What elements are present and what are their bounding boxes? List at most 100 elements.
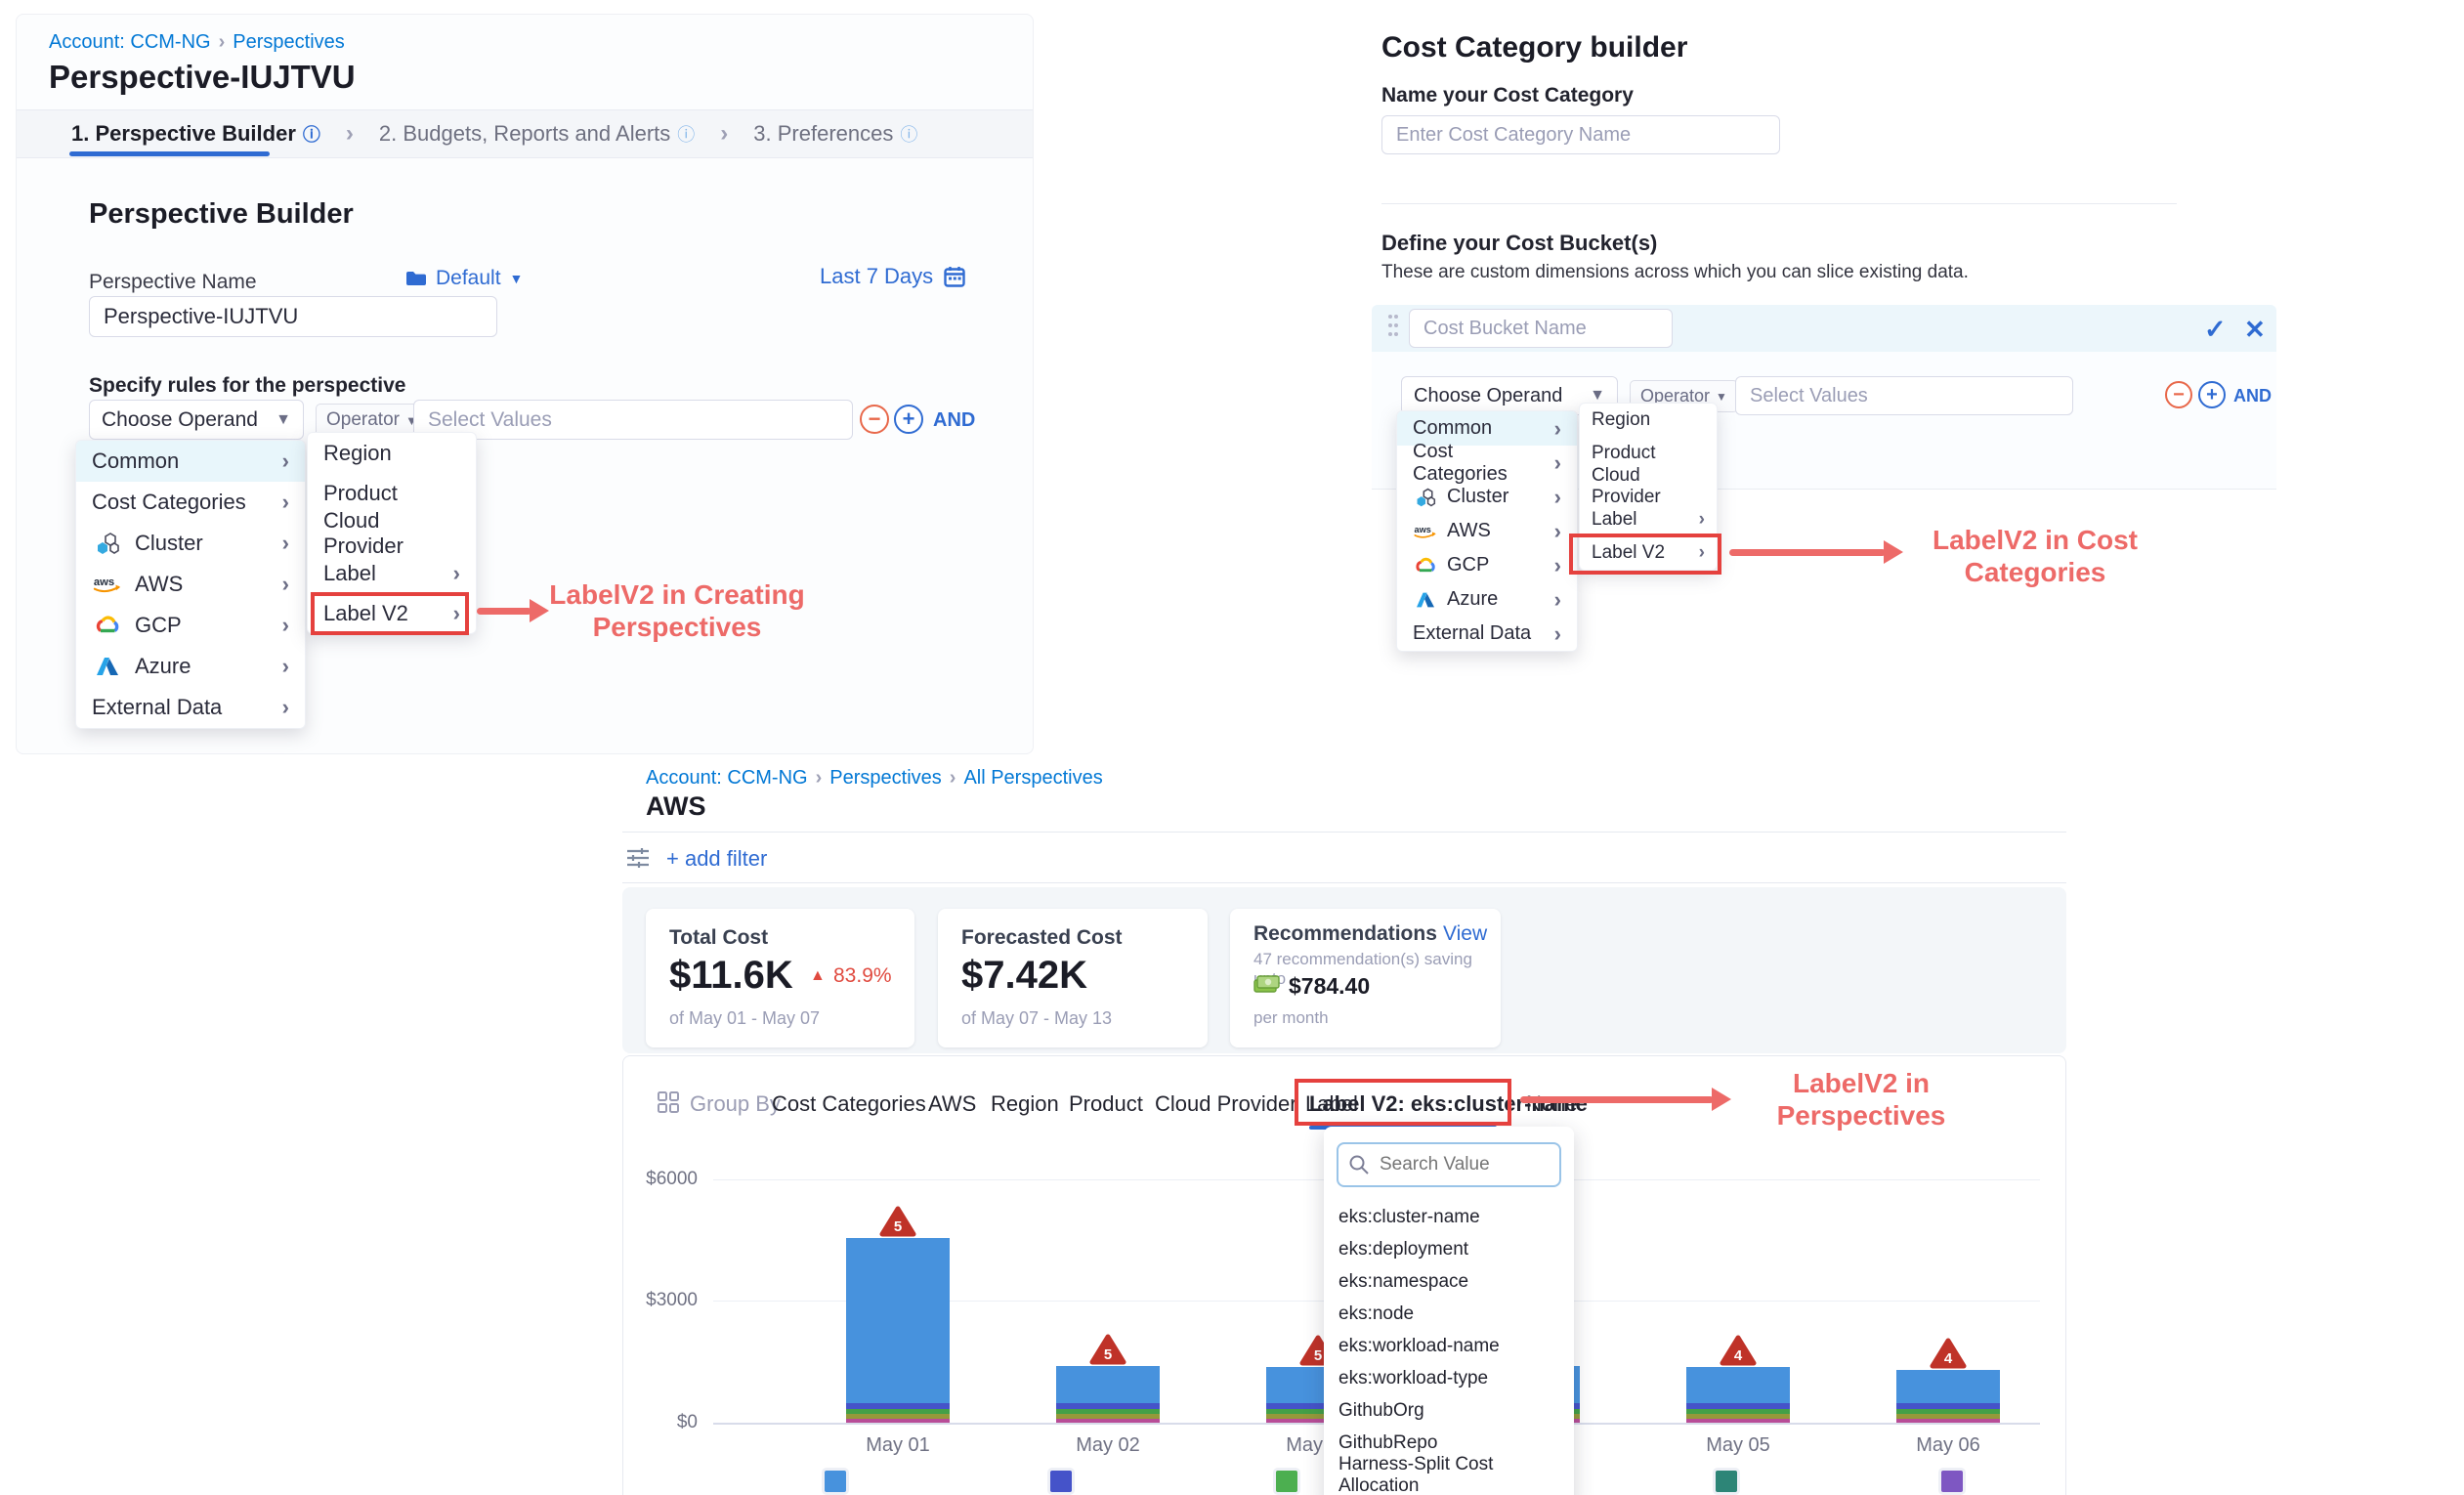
menu-item-gcp[interactable]: GCP › [76,605,305,646]
common-submenu: Region Product Cloud Provider Label › Lab… [307,432,477,634]
annotation-cost-categories: LabelV2 in Cost Categories [1932,525,2139,588]
annotation-arrow [1520,1088,1731,1111]
savings-period: per month [1253,1008,1329,1027]
menu-item-azure[interactable]: Azure › [76,646,305,687]
group-by-grid-icon [658,1091,679,1113]
menu-item-cluster[interactable]: Cluster › [76,523,305,564]
cc-select-values-input[interactable] [1735,376,2073,415]
perspective-title: AWS [646,791,706,821]
cc-choose-operand-select[interactable]: Choose Operand ▼ [1401,376,1618,415]
view-link[interactable]: View [1443,922,1488,945]
cancel-bucket-icon[interactable]: ✕ [2244,315,2266,344]
menu-item-external-data[interactable]: External Data › [76,687,305,728]
operand-menu: Common › Cost Categories › Cluster › aws AWS… [75,440,306,729]
menu-item-common[interactable]: Common › [1397,411,1577,446]
menu-item-cost-categories[interactable]: Cost Categories › [76,482,305,523]
breadcrumb-account-link[interactable]: Account: CCM-NG [646,767,808,789]
submenu-item-label[interactable]: Label › [308,553,476,593]
select-values-input[interactable] [413,400,853,440]
search-icon [1349,1155,1369,1175]
menu-item-azure[interactable]: Azure › [1397,582,1577,617]
breadcrumb-chevron-icon: › [218,31,226,53]
folder-icon [406,272,426,285]
group-by-aws[interactable]: AWS [928,1091,977,1116]
option-harness-split-cost-allocation[interactable]: Harness-Split Cost Allocation [1338,1453,1494,1495]
drag-handle-icon[interactable] [1387,313,1399,342]
submenu-item-label-v2[interactable]: Label V2 › [308,593,476,633]
group-by-cost-categories[interactable]: Cost Categories [772,1091,926,1116]
menu-item-aws[interactable]: aws AWS › [1397,514,1577,548]
cc-common-submenu: Region Product Cloud Provider Label › Lab… [1579,403,1718,571]
submenu-item-region[interactable]: Region [308,433,476,473]
add-rule-button[interactable]: + [894,405,923,434]
choose-operand-select[interactable]: Choose Operand ▼ [89,400,304,440]
cluster-icon [1413,487,1438,508]
search-value-input[interactable] [1378,1153,1548,1176]
breadcrumb-perspectives-link[interactable]: Perspectives [829,767,942,789]
group-by-label-v2-active[interactable]: Label V2: eks:cluster-name [1309,1091,1588,1116]
card-label: Forecasted Cost [961,926,1123,949]
submenu-item-label: Product [1592,443,1656,463]
submenu-item-cloud-provider[interactable]: Cloud Provider [308,508,476,558]
menu-item-common[interactable]: Common › [76,441,305,482]
date-range-picker[interactable]: Last 7 Days [820,264,966,289]
breadcrumb-all-perspectives-link[interactable]: All Perspectives [963,767,1103,789]
cc-and-operator-label: AND [2233,386,2272,406]
group-by-label: Group By [690,1091,781,1116]
option-eks-workload-name[interactable]: eks:workload-name [1338,1335,1500,1356]
menu-item-gcp[interactable]: GCP › [1397,548,1577,582]
group-by-cloud-provider[interactable]: Cloud Provider [1155,1091,1297,1116]
group-by-product[interactable]: Product [1069,1091,1143,1116]
submenu-item-cloud-provider[interactable]: Cloud Provider [1580,465,1717,507]
menu-item-aws[interactable]: aws AWS › [76,564,305,605]
remove-rule-button[interactable]: − [860,405,889,434]
menu-item-cluster[interactable]: Cluster › [1397,480,1577,514]
cost-bucket-name-input[interactable] [1409,309,1673,348]
submenu-item-product[interactable]: Product [308,473,476,513]
cost-category-name-label: Name your Cost Category [1381,84,1634,107]
svg-text:aws: aws [1415,524,1431,534]
search-box[interactable] [1337,1142,1561,1187]
menu-item-external-data[interactable]: External Data › [1397,617,1577,651]
submenu-item-region[interactable]: Region [1580,404,1717,437]
group-by-region[interactable]: Region [991,1091,1059,1116]
option-githubrepo[interactable]: GithubRepo [1338,1431,1438,1453]
add-filter-button[interactable]: + add filter [666,846,768,871]
caret-down-icon: ▼ [1590,387,1605,404]
chevron-right-icon: › [281,572,289,596]
cost-category-name-input[interactable] [1381,115,1780,154]
menu-item-cost-categories[interactable]: Cost Categories › [1397,441,1577,485]
chevron-right-icon: › [281,448,289,473]
chevron-right-icon: › [1553,415,1561,441]
forecasted-cost-value: $7.42K [961,954,1087,997]
group-by-none[interactable]: None [1526,1091,1578,1116]
tab-perspective-builder[interactable]: 1. Perspective Builder ⓘ [71,121,320,147]
cc-add-rule-button[interactable]: + [2198,381,2226,408]
breadcrumb-perspectives-link[interactable]: Perspectives [233,31,345,53]
submenu-item-label[interactable]: Label › [1580,503,1717,536]
tab-preferences[interactable]: 3. Preferences ⓘ [753,121,917,147]
option-eks-namespace[interactable]: eks:namespace [1338,1270,1469,1292]
menu-item-label: Cluster [135,531,203,555]
perspective-name-input[interactable] [89,296,497,337]
submenu-item-label-v2[interactable]: Label V2 › [1580,536,1717,570]
chevron-right-icon: › [281,531,289,555]
option-githuborg[interactable]: GithubOrg [1338,1399,1424,1421]
option-eks-workload-type[interactable]: eks:workload-type [1338,1367,1489,1388]
active-tab-underline [69,151,270,156]
cc-operand-menu: Common › Cost Categories › Cluster › aws AWS… [1396,410,1578,652]
option-eks-cluster-name[interactable]: eks:cluster-name [1338,1206,1480,1227]
wizard-tabs: 1. Perspective Builder ⓘ › 2. Budgets, R… [17,109,1033,158]
breadcrumb-account-link[interactable]: Account: CCM-NG [49,31,211,53]
info-icon: ⓘ [677,125,696,145]
option-eks-deployment[interactable]: eks:deployment [1338,1238,1469,1260]
cc-remove-rule-button[interactable]: − [2165,381,2192,408]
folder-selector[interactable]: Default ▼ [405,267,523,290]
submenu-item-product[interactable]: Product [1580,437,1717,470]
confirm-bucket-icon[interactable]: ✓ [2204,315,2227,344]
tab-budgets-reports-alerts[interactable]: 2. Budgets, Reports and Alerts ⓘ [379,121,695,147]
info-icon: ⓘ [302,125,320,145]
option-eks-node[interactable]: eks:node [1338,1303,1415,1324]
group-by-label-dim[interactable]: Label [1305,1091,1358,1116]
filter-icon[interactable] [625,846,651,870]
